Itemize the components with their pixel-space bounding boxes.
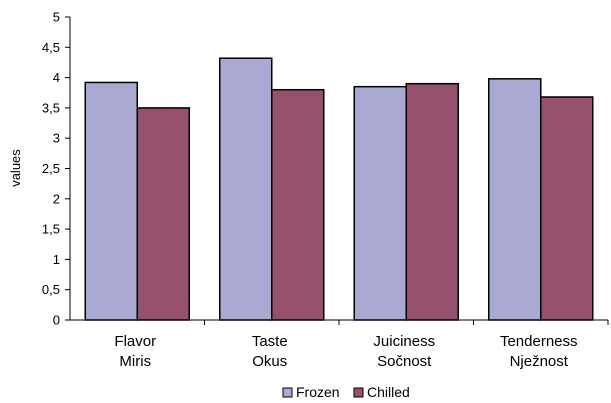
legend-swatch-frozen (282, 387, 293, 398)
bar-frozen-0 (84, 81, 138, 321)
y-tick-label: 1,5 (42, 222, 60, 237)
category-label: Flavor (114, 333, 156, 350)
y-axis-ticks: 0 0,5 1 1,5 2 2,5 3 3,5 4 4,5 5 (42, 10, 70, 328)
y-axis-title: values (8, 149, 23, 187)
legend-label-chilled: Chilled (367, 384, 410, 400)
category-label: Juiciness (373, 333, 435, 350)
y-tick-label: 1 (53, 252, 60, 267)
y-tick-label: 0 (53, 313, 60, 328)
category-label: Miris (119, 353, 151, 370)
axes (65, 17, 609, 325)
y-tick-label: 2 (53, 191, 60, 206)
bar-chilled-0 (136, 107, 190, 321)
y-tick-label: 4,5 (42, 40, 60, 55)
bar-frozen-3 (488, 78, 542, 321)
category-labels: Flavor Miris Taste Okus Juiciness Sočnost Tend… (114, 333, 577, 370)
bars (84, 57, 594, 321)
legend-label-frozen: Frozen (296, 384, 340, 400)
category-label: Sočnost (377, 353, 432, 370)
category-label: Tenderness (500, 333, 578, 350)
y-tick-label: 3 (53, 131, 60, 146)
bar-chilled-2 (405, 82, 459, 321)
y-tick-label: 5 (53, 10, 60, 25)
category-label: Taste (252, 333, 288, 350)
category-label: Okus (252, 353, 287, 370)
bar-chilled-3 (540, 96, 594, 321)
legend-swatch-chilled (353, 387, 364, 398)
bar-chilled-1 (271, 88, 325, 321)
y-axis-title-text: values (8, 149, 23, 187)
y-tick-label: 2,5 (42, 161, 60, 176)
category-label: Nježnost (510, 353, 569, 370)
bar-frozen-2 (353, 85, 407, 321)
bar-frozen-1 (219, 57, 273, 321)
y-tick-label: 3,5 (42, 100, 60, 115)
y-tick-label: 4 (53, 70, 60, 85)
legend: Frozen Chilled (282, 384, 410, 400)
y-tick-label: 0,5 (42, 282, 60, 297)
